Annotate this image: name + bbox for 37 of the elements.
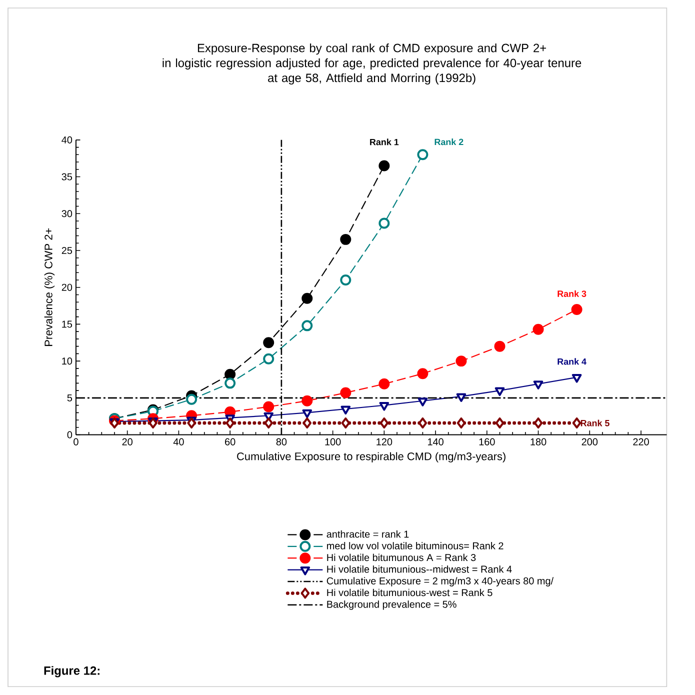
x-tick-label: 140: [428, 438, 444, 446]
y-tick-label: 40: [62, 136, 72, 144]
caption: Figure 12:: [44, 666, 100, 678]
x-tick-label: 180: [530, 438, 546, 446]
y-tick-label: 25: [62, 247, 72, 254]
annotation: Rank 4: [558, 358, 586, 365]
x-tick-label: 160: [479, 438, 495, 446]
x-tick-label: 200: [582, 438, 598, 446]
y-tick-label: 5: [67, 394, 72, 402]
annotation: Rank 2: [434, 138, 464, 146]
y-tick-label: 20: [62, 284, 72, 292]
y-tick-label: 10: [62, 358, 72, 365]
y-tick-label: 15: [62, 320, 72, 328]
x-tick-label: 120: [376, 438, 392, 446]
chart-title: Exposure-Response by coal rank of CMD exposure and CWP 2+ in logistic regression adjusted for age, predicted prevalence for 40-year tenure at age 58, Attfield and Morring (1992b): [162, 44, 582, 85]
legend-label: Hi volatile bitumunous A = Rank 3: [327, 554, 476, 562]
x-tick-label: 0: [74, 438, 78, 446]
x-tick-label: 40: [173, 438, 184, 446]
x-axis-title: Cumulative Exposure to respirable CMD (mg/m3-years): [237, 452, 506, 463]
x-tick-label: 80: [276, 438, 287, 446]
legend-label: anthracite = rank 1: [326, 530, 409, 538]
legend-label: Cumulative Exposure = 2 mg/m3 x 40-years 80 mg/: [326, 577, 554, 587]
x-tick-label: 100: [325, 438, 341, 446]
legend-label: med low vol volatile bituminous= Rank 2: [327, 542, 504, 550]
legend-label: Hi volatile bitumunious--midwest = Rank 4: [327, 566, 512, 573]
legend-label: Hi volatile bitumunious-west = Rank 5: [327, 589, 492, 596]
x-tick-label: 220: [633, 438, 649, 446]
x-tick-label: 20: [122, 438, 132, 446]
annotation: Rank 3: [558, 290, 586, 298]
y-tick-label: 30: [62, 210, 72, 218]
y-tick-label: 0: [67, 431, 72, 438]
legend-label: Background prevalence = 5%: [327, 600, 456, 610]
x-tick-label: 60: [225, 438, 236, 446]
annotation: Rank 5: [580, 420, 610, 426]
y-tick-label: 35: [62, 173, 72, 180]
annotation: Rank 1: [370, 138, 399, 146]
y-axis-title: Prevalence (%) CWP 2+: [44, 228, 55, 346]
